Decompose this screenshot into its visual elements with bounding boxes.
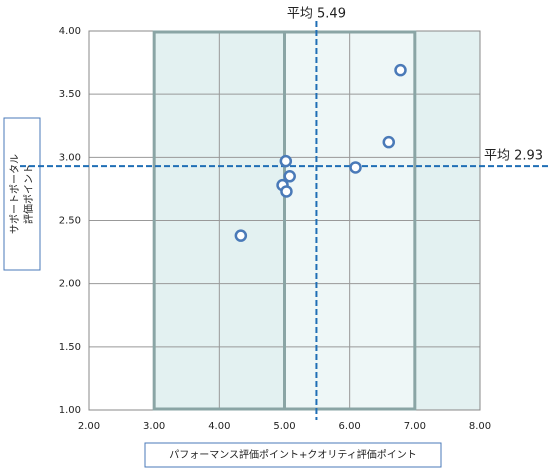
point bbox=[394, 63, 407, 77]
y-tick-label: 2.50 bbox=[59, 216, 81, 227]
y-axis-label: サポートポータル bbox=[9, 154, 21, 234]
y-tick-label: 2.00 bbox=[59, 279, 81, 290]
x-tick-label: 6.00 bbox=[339, 421, 361, 432]
mean-y-label: 平均 2.93 bbox=[484, 149, 543, 164]
y-label-box bbox=[3, 117, 41, 271]
y-tick-label: 1.50 bbox=[59, 342, 81, 353]
x-label-box bbox=[144, 442, 442, 468]
point bbox=[234, 229, 248, 242]
y-tick-label: 4.00 bbox=[59, 26, 81, 37]
y-tick-label: 3.50 bbox=[59, 89, 81, 100]
y-axis-label: 評価ポイント bbox=[22, 164, 35, 224]
y-tick-label: 1.00 bbox=[59, 405, 81, 416]
point bbox=[280, 185, 293, 198]
mean-x-label: 平均 5.49 bbox=[287, 7, 346, 22]
point bbox=[283, 170, 296, 183]
x-tick-label: 7.00 bbox=[404, 421, 426, 432]
x-tick-label: 2.00 bbox=[78, 421, 100, 432]
x-axis-label: パフォーマンス評価ポイント+クオリティ評価ポイント bbox=[169, 448, 417, 461]
x-tick-label: 4.00 bbox=[208, 421, 230, 432]
y-tick-label: 3.00 bbox=[59, 152, 81, 163]
point bbox=[349, 161, 362, 174]
x-tick-label: 3.00 bbox=[143, 421, 165, 432]
x-tick-label: 8.00 bbox=[469, 421, 491, 432]
x-tick-label: 5.00 bbox=[273, 421, 295, 432]
point bbox=[279, 154, 293, 168]
point bbox=[382, 135, 396, 149]
